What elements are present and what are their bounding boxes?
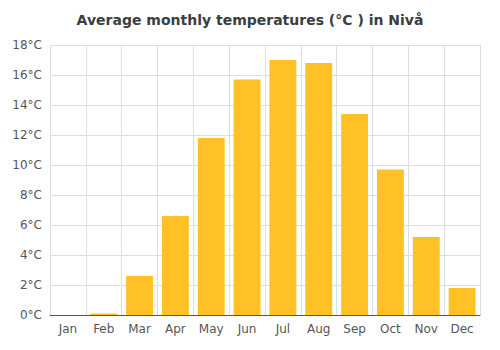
svg-text:Apr: Apr: [165, 322, 186, 336]
svg-text:6°C: 6°C: [20, 218, 42, 232]
svg-text:Aug: Aug: [307, 322, 330, 336]
svg-text:Dec: Dec: [450, 322, 473, 336]
svg-text:Average monthly temperatures (: Average monthly temperatures (°C ) in Ni…: [77, 12, 424, 28]
svg-text:12°C: 12°C: [12, 128, 42, 142]
svg-text:Feb: Feb: [93, 322, 114, 336]
svg-text:4°C: 4°C: [20, 248, 42, 262]
svg-text:May: May: [199, 322, 224, 336]
svg-text:Nov: Nov: [415, 322, 438, 336]
svg-text:0°C: 0°C: [20, 308, 42, 322]
svg-text:2°C: 2°C: [20, 278, 42, 292]
svg-text:10°C: 10°C: [12, 158, 42, 172]
svg-text:Jun: Jun: [237, 322, 257, 336]
svg-text:Jul: Jul: [275, 322, 290, 336]
svg-text:Sep: Sep: [343, 322, 366, 336]
svg-text:14°C: 14°C: [12, 98, 42, 112]
svg-text:18°C: 18°C: [12, 38, 42, 52]
svg-text:8°C: 8°C: [20, 188, 42, 202]
svg-text:Mar: Mar: [128, 322, 151, 336]
svg-text:Jan: Jan: [58, 322, 78, 336]
svg-text:Oct: Oct: [380, 322, 401, 336]
svg-text:16°C: 16°C: [12, 68, 42, 82]
